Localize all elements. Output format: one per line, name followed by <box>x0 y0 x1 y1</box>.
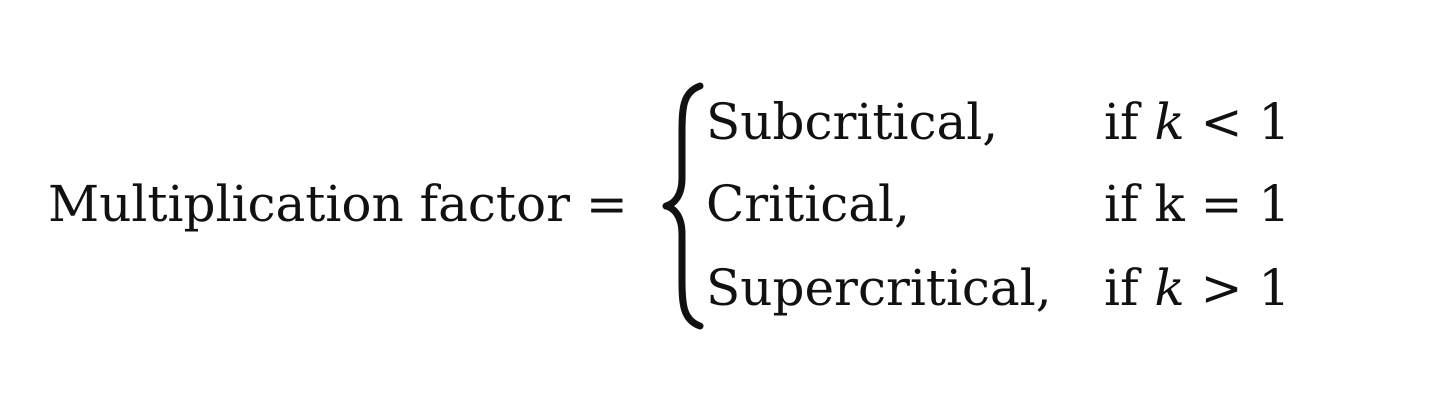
variable-k: k <box>1154 93 1185 151</box>
equation-lhs: Multiplication factor = <box>48 175 628 233</box>
left-brace <box>662 82 704 330</box>
variable-k: k <box>1154 259 1185 317</box>
case-label: Supercritical, <box>706 259 1052 317</box>
relation: = 1 <box>1200 175 1291 233</box>
if-word: if <box>1104 175 1139 233</box>
case-condition: if k < 1 <box>1104 90 1290 154</box>
if-word: if <box>1104 93 1139 151</box>
relation: > 1 <box>1200 259 1291 317</box>
case-label: Critical, <box>706 175 910 233</box>
case-label: Subcritical, <box>706 93 999 151</box>
case-condition: if k > 1 <box>1104 256 1290 320</box>
variable-k: k <box>1154 175 1185 233</box>
if-word: if <box>1104 259 1139 317</box>
case-condition: if k = 1 <box>1104 172 1290 236</box>
relation: < 1 <box>1200 93 1291 151</box>
